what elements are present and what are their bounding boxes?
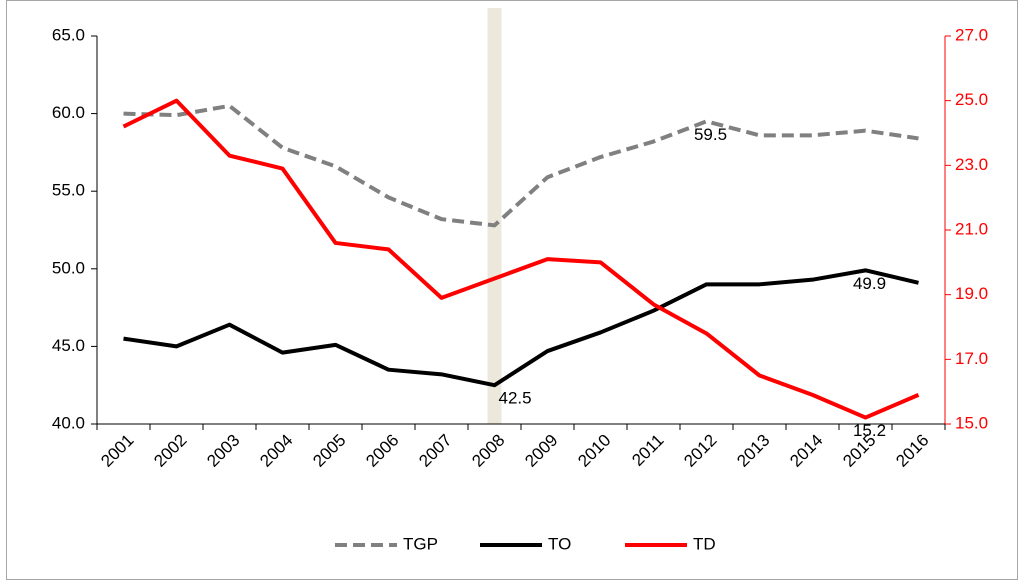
series-line	[123, 103, 919, 228]
legend-label: TD	[693, 534, 716, 553]
data-label: 49.9	[853, 274, 886, 293]
highlight-band	[487, 8, 502, 424]
y2-tick-label: 25.0	[955, 90, 988, 109]
y2-tick-label: 17.0	[955, 349, 988, 368]
y-tick-label: 45.0	[52, 336, 85, 355]
y-tick-label: 60.0	[52, 103, 85, 122]
y2-tick-label: 27.0	[955, 25, 988, 44]
y2-tick-label: 21.0	[955, 219, 988, 238]
series-line	[123, 268, 919, 388]
series-line	[122, 98, 920, 420]
y2-tick-label: 15.0	[955, 413, 988, 432]
legend-label: TGP	[403, 534, 438, 553]
chart-frame	[6, 0, 1018, 580]
y2-tick-label: 19.0	[955, 284, 988, 303]
y-tick-label: 55.0	[52, 181, 85, 200]
y2-tick-label: 23.0	[955, 155, 988, 174]
data-label: 15.2	[853, 421, 886, 440]
data-label: 42.5	[499, 389, 532, 408]
data-label: 59.5	[694, 125, 727, 144]
legend-label: TO	[548, 534, 571, 553]
y-tick-label: 65.0	[52, 25, 85, 44]
y-tick-label: 50.0	[52, 258, 85, 277]
y-tick-label: 40.0	[52, 413, 85, 432]
